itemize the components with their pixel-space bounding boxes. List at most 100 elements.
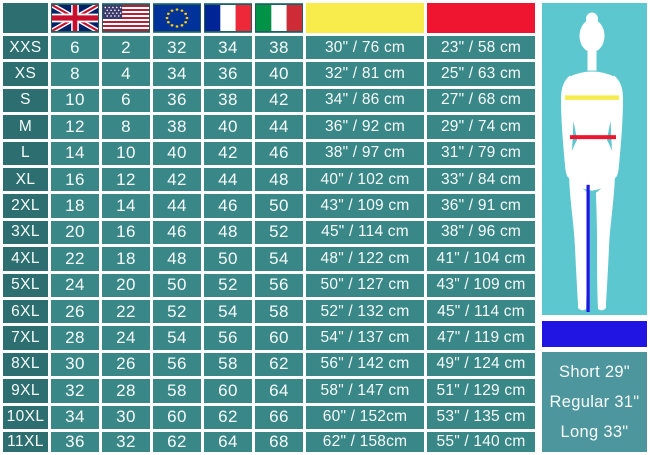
size-label: 2XL: [3, 194, 48, 218]
table-cell: 31" / 79 cm: [427, 141, 535, 165]
table-cell: 20: [102, 273, 150, 297]
size-label: 9XL: [3, 379, 48, 403]
table-cell: 46: [255, 141, 303, 165]
table-cell: 60: [255, 326, 303, 350]
table-cell: 64: [204, 431, 252, 452]
table-cell: 43" / 109 cm: [427, 273, 535, 297]
length-option: Regular 31": [549, 393, 640, 411]
table-cell: 42: [153, 167, 201, 192]
table-cell: 56: [255, 273, 303, 297]
table-cell: 8: [51, 62, 99, 86]
size-label: 4XL: [3, 247, 48, 271]
size-label: 3XL: [3, 220, 48, 245]
table-cell: 38: [255, 36, 303, 60]
table-cell: 14: [51, 141, 99, 165]
right-arm-shape: [610, 75, 623, 178]
table-cell: 52: [153, 299, 201, 324]
table-cell: 8: [102, 115, 150, 139]
table-cell: 58" / 147 cm: [306, 379, 424, 403]
table-cell: 50: [255, 194, 303, 218]
table-cell: 49" / 124 cm: [427, 352, 535, 377]
table-cell: 44: [204, 167, 252, 192]
table-cell: 6: [51, 36, 99, 60]
table-cell: 46: [204, 194, 252, 218]
table-cell: 4: [102, 62, 150, 86]
head-shape: [579, 19, 605, 53]
uk-flag-icon: [51, 4, 99, 32]
table-cell: 12: [102, 167, 150, 192]
table-cell: 28: [102, 379, 150, 403]
table-cell: 60: [204, 379, 252, 403]
table-cell: 62: [153, 431, 201, 452]
size-label: 8XL: [3, 352, 48, 377]
table-cell: 40: [255, 62, 303, 86]
eu-flag-icon: [153, 4, 201, 32]
table-cell: 29" / 74 cm: [427, 115, 535, 139]
table-cell: 46: [153, 220, 201, 245]
table-cell: 52: [204, 273, 252, 297]
torso-shape: [568, 71, 616, 191]
table-cell: 50" / 127 cm: [306, 273, 424, 297]
right-leg-shape: [596, 167, 615, 311]
bust-color-header: [306, 3, 424, 33]
table-cell: 50: [204, 247, 252, 271]
table-cell: 68: [255, 431, 303, 452]
table-cell: 62: [255, 352, 303, 377]
inseam-color-bar: [542, 321, 647, 347]
length-option: Short 29": [559, 363, 630, 381]
table-cell: 44: [153, 194, 201, 218]
table-cell: 51" / 129 cm: [427, 379, 535, 403]
table-cell: 45" / 114 cm: [427, 299, 535, 324]
table-cell: 64: [255, 379, 303, 403]
table-cell: 48: [153, 247, 201, 271]
table-cell: 30" / 76 cm: [306, 36, 424, 60]
table-cell: 36" / 92 cm: [306, 115, 424, 139]
table-cell: 38: [153, 115, 201, 139]
table-cell: 56: [204, 326, 252, 350]
table-cell: 54: [255, 247, 303, 271]
table-cell: 36: [153, 88, 201, 113]
size-label: M: [3, 115, 48, 139]
table-cell: 45" / 114 cm: [306, 220, 424, 245]
table-cell: 34: [153, 62, 201, 86]
table-cell: 41" / 104 cm: [427, 247, 535, 271]
table-cell: 44: [255, 115, 303, 139]
size-label: 10XL: [3, 405, 48, 429]
table-cell: 50: [153, 273, 201, 297]
table-cell: 60: [153, 405, 201, 429]
table-cell: 10: [51, 88, 99, 113]
table-cell: 26: [51, 299, 99, 324]
table-cell: 38" / 97 cm: [306, 141, 424, 165]
table-cell: 36: [51, 431, 99, 452]
table-cell: 48: [204, 220, 252, 245]
table-cell: 23" / 58 cm: [427, 36, 535, 60]
table-cell: 18: [102, 247, 150, 271]
size-label: 6XL: [3, 299, 48, 324]
table-cell: 33" / 84 cm: [427, 167, 535, 192]
table-cell: 43" / 109 cm: [306, 194, 424, 218]
length-legend: Short 29" Regular 31" Long 33": [542, 352, 647, 452]
bust-line: [565, 95, 619, 100]
table-cell: 27" / 68 cm: [427, 88, 535, 113]
table-cell: 53" / 135 cm: [427, 405, 535, 429]
table-cell: 62" / 158cm: [306, 431, 424, 452]
table-cell: 34: [204, 36, 252, 60]
size-label: XXS: [3, 36, 48, 60]
table-cell: 52" / 132 cm: [306, 299, 424, 324]
table-cell: 18: [51, 194, 99, 218]
table-cell: 22: [102, 299, 150, 324]
table-cell: 22: [51, 247, 99, 271]
table-cell: 40: [153, 141, 201, 165]
table-cell: 24: [102, 326, 150, 350]
waist-line: [570, 135, 616, 140]
table-cell: 16: [51, 167, 99, 192]
size-label: 11XL: [3, 431, 48, 452]
size-conversion-table: XXS 6 2 32 34 38 30" / 76 cm 23" / 58 cm XS 8 4 34 3…: [3, 3, 535, 452]
inseam-line: [586, 184, 590, 313]
table-cell: 25" / 63 cm: [427, 62, 535, 86]
waist-color-header: [427, 3, 535, 33]
table-cell: 58: [204, 352, 252, 377]
table-cell: 20: [51, 220, 99, 245]
size-label: 5XL: [3, 273, 48, 297]
table-cell: 28: [51, 326, 99, 350]
